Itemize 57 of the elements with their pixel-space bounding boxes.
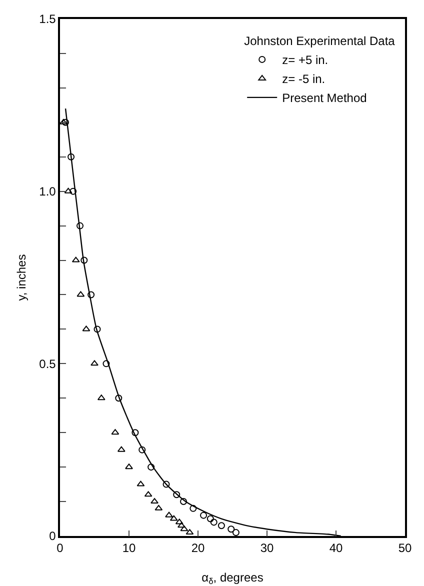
point <box>186 529 194 535</box>
y-tick-label: 1.0 <box>39 184 56 199</box>
point <box>154 504 163 510</box>
point <box>144 491 152 497</box>
y-tick-label: 0 <box>49 529 56 544</box>
y-axis-title: y, inches <box>14 254 28 301</box>
legend-label: z= +5 in. <box>282 53 328 68</box>
point <box>175 518 184 524</box>
x-tick-label: 30 <box>260 541 274 556</box>
point <box>132 429 139 436</box>
point <box>76 291 85 297</box>
legend-title: Johnston Experimental Data <box>244 34 396 48</box>
point <box>162 480 170 488</box>
point <box>111 429 120 435</box>
point <box>228 526 235 533</box>
point <box>117 446 126 452</box>
x-tick-label: 40 <box>329 541 343 556</box>
point <box>177 522 186 528</box>
point <box>64 188 72 194</box>
point <box>180 498 188 506</box>
point <box>200 512 208 519</box>
y-tick-label: 0.5 <box>39 356 56 371</box>
point <box>62 118 70 126</box>
x-axis-title: α$_{δ}$, degrees <box>202 570 264 586</box>
point <box>97 394 106 400</box>
x-tick-label: 20 <box>191 541 205 556</box>
point <box>218 522 225 530</box>
point <box>150 498 158 504</box>
point <box>94 326 101 333</box>
point <box>125 464 133 470</box>
point <box>165 512 173 518</box>
point <box>90 360 98 366</box>
y-tick-label: 1.5 <box>39 12 56 26</box>
point <box>148 464 155 471</box>
point <box>80 256 88 264</box>
point <box>173 491 180 498</box>
point <box>136 480 145 486</box>
point <box>180 526 188 532</box>
point <box>170 515 178 521</box>
point <box>115 394 122 402</box>
point <box>232 529 240 536</box>
point <box>102 360 110 368</box>
point <box>82 326 90 332</box>
point <box>210 518 218 526</box>
point <box>206 515 214 522</box>
x-tick-label: 10 <box>122 541 136 556</box>
point <box>138 446 146 454</box>
point <box>59 118 68 124</box>
legend-label: Present Method <box>282 91 367 106</box>
point <box>190 504 197 512</box>
x-tick-label: 50 <box>398 541 412 556</box>
point <box>70 188 77 195</box>
legend-label: z= -5 in. <box>282 72 326 86</box>
point <box>72 256 80 262</box>
point <box>68 153 75 160</box>
point <box>88 291 95 298</box>
point <box>76 222 84 230</box>
